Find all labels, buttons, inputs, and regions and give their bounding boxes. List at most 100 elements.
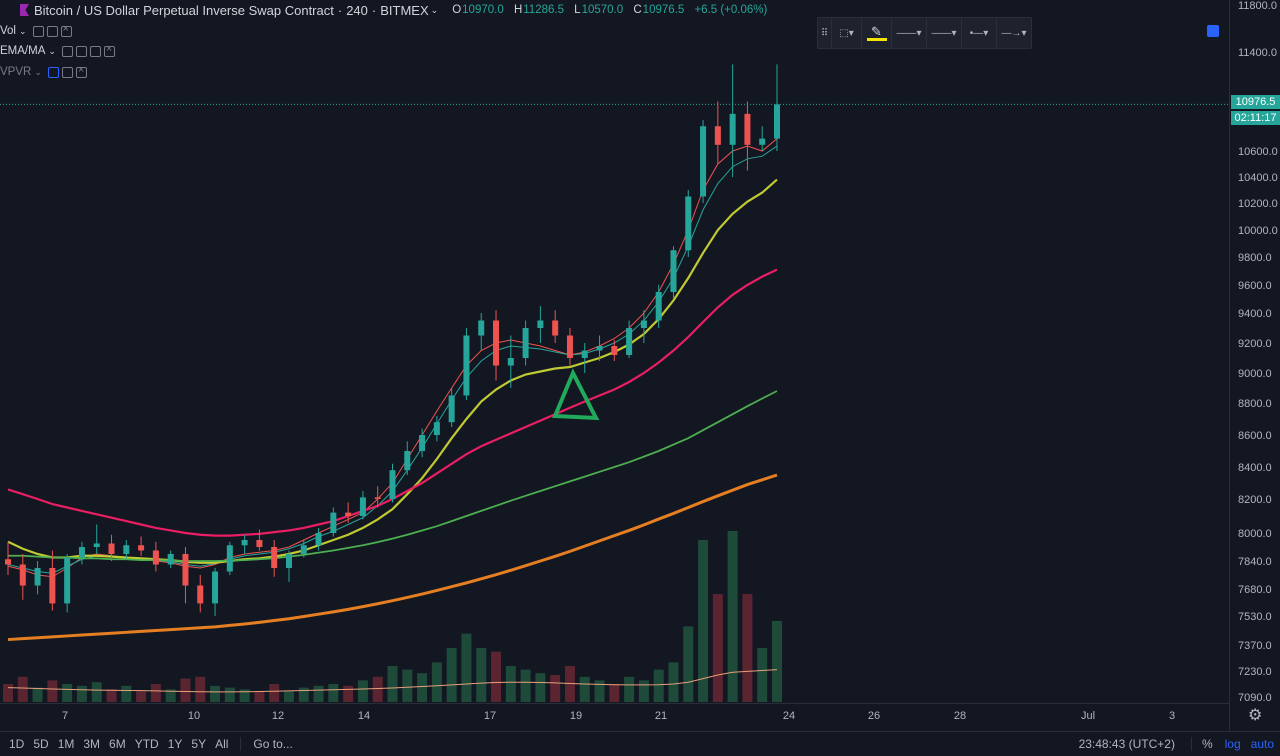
candle-body: [448, 395, 455, 423]
volume-bar: [491, 651, 502, 702]
candle-body: [271, 547, 278, 568]
range-3m[interactable]: 3M: [83, 737, 101, 751]
indicator-label: EMA/MA: [0, 45, 46, 57]
candle-body: [5, 559, 11, 565]
close-icon[interactable]: [103, 43, 115, 57]
exchange-label[interactable]: BITMEX: [380, 2, 429, 18]
object-tree-icon[interactable]: [1207, 25, 1219, 37]
pen-icon[interactable]: ✎: [862, 18, 892, 48]
drawing-toolbar: ⠿ ⬚▾ ✎ ——▾ ——▾ •—▾ —→▾: [817, 17, 1032, 49]
candle-body: [419, 435, 426, 451]
triangle-annotation: [552, 368, 600, 421]
chevron-down-icon[interactable]: ⌄: [430, 4, 439, 15]
volume-bar: [638, 680, 649, 702]
volume-bar: [431, 662, 442, 702]
time-tick-label: 10: [188, 710, 200, 722]
candle-body: [507, 358, 514, 366]
volume-bar: [239, 689, 250, 702]
volume-bar: [712, 594, 723, 702]
volume-bar: [535, 673, 546, 702]
price-chart[interactable]: 11800.0 11400.0 10600.0 10400.0 10200.0 10000…: [0, 0, 1280, 731]
candle-body: [49, 568, 56, 604]
indicator-ema-ma[interactable]: EMA/MA ⌄: [0, 42, 115, 60]
candle-body: [138, 545, 145, 551]
volume-bar: [269, 684, 280, 702]
line-start-icon[interactable]: •—▾: [962, 18, 997, 48]
volume-bar: [624, 676, 635, 702]
close-icon[interactable]: [60, 23, 72, 37]
eye-off-icon[interactable]: [47, 66, 59, 78]
price-tick-label: 11800.0: [1238, 0, 1277, 12]
candle-body: [581, 350, 588, 358]
indicator-vpvr[interactable]: VPVR ⌄: [0, 63, 87, 81]
price-tick-label: 7840.0: [1238, 556, 1272, 568]
candle-body: [744, 113, 751, 145]
range-all[interactable]: All: [215, 737, 229, 751]
range-ytd[interactable]: YTD: [134, 737, 159, 751]
volume-bar: [742, 594, 753, 702]
high-value: 11286.5: [523, 4, 564, 16]
symbol-name[interactable]: Bitcoin / US Dollar Perpetual Inverse Sw…: [34, 2, 334, 18]
price-tick-label: 9800.0: [1238, 252, 1272, 264]
range-6m[interactable]: 6M: [109, 737, 126, 751]
gear-icon[interactable]: [75, 45, 87, 57]
volume-bar: [150, 684, 161, 702]
gear-icon[interactable]: [61, 66, 73, 78]
candle-body: [300, 545, 307, 554]
volume-bar: [402, 669, 413, 702]
price-tick-label: 8000.0: [1238, 528, 1272, 540]
volume-bar: [520, 669, 531, 702]
eye-icon[interactable]: [32, 25, 44, 37]
time-tick-label: Jul: [1081, 710, 1095, 722]
range-5y[interactable]: 5Y: [191, 737, 207, 751]
range-1m[interactable]: 1M: [57, 737, 75, 751]
candle-body: [315, 533, 322, 546]
price-tick-label: 8400.0: [1238, 462, 1272, 474]
goto-button[interactable]: Go to...: [240, 737, 293, 751]
volume-bar: [47, 680, 58, 702]
settings-icon[interactable]: ⚙: [1248, 707, 1263, 724]
select-rect-icon[interactable]: ⬚▾: [832, 18, 862, 48]
price-tick-label: 9000.0: [1238, 368, 1272, 380]
candle-body: [552, 320, 559, 336]
price-tick-label: 9400.0: [1238, 308, 1272, 320]
time-tick-label: 24: [783, 710, 795, 722]
symbol-header: Bitcoin / US Dollar Perpetual Inverse Sw…: [0, 0, 774, 20]
range-1y[interactable]: 1Y: [167, 737, 183, 751]
candle-body: [197, 585, 204, 604]
line-width-icon[interactable]: ——▾: [927, 18, 962, 48]
candle-body: [226, 545, 233, 572]
price-tick-label: 10200.0: [1238, 198, 1278, 210]
volume-bar: [313, 685, 324, 702]
line-end-icon[interactable]: —→▾: [1001, 27, 1027, 39]
volume-bar: [136, 691, 147, 702]
percent-toggle[interactable]: %: [1190, 737, 1213, 751]
volume-bar: [772, 621, 782, 702]
auto-toggle[interactable]: auto: [1250, 737, 1274, 751]
interval-label[interactable]: 240: [346, 2, 368, 18]
volume-bar: [387, 666, 398, 702]
volume-bar: [476, 648, 487, 702]
range-5d[interactable]: 5D: [33, 737, 49, 751]
indicator-vol[interactable]: Vol ⌄: [0, 22, 72, 40]
clock: 23:48:43 (UTC+2): [1078, 737, 1175, 751]
volume-bar: [121, 685, 132, 702]
close-icon[interactable]: [75, 64, 87, 78]
drag-handle-icon[interactable]: ⠿: [818, 18, 832, 48]
gear-icon[interactable]: [46, 25, 58, 37]
indicator-label: VPVR: [0, 66, 32, 78]
line-style-icon[interactable]: ——▾: [892, 18, 927, 48]
volume-bar: [461, 633, 472, 702]
volume-bar: [505, 666, 516, 702]
range-1d[interactable]: 1D: [9, 737, 25, 751]
volume-bar: [446, 648, 457, 702]
eye-icon[interactable]: [61, 45, 73, 57]
candle-body: [34, 568, 41, 586]
candle-body: [108, 543, 115, 554]
candle-body: [611, 346, 618, 355]
volume-bar: [254, 691, 265, 702]
log-toggle[interactable]: log: [1224, 737, 1241, 751]
code-icon[interactable]: [89, 45, 101, 57]
price-tick-label: 7680.0: [1238, 584, 1272, 596]
price-tick-label: 7090.0: [1238, 692, 1272, 704]
